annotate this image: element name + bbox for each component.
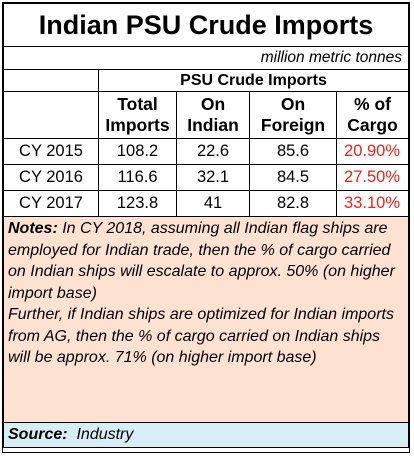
cell-total: 116.6: [98, 164, 177, 191]
notes-box: Notes: In CY 2018, assuming all Indian f…: [3, 216, 409, 423]
column-header-foreign: On Foreign: [249, 91, 337, 139]
row-label: CY 2017: [3, 190, 99, 217]
table-row: CY 2016 116.6 32.1 84.5 27.50%: [3, 164, 409, 191]
column-header-pct: % of Cargo: [336, 91, 409, 139]
subtitle-spacer: [3, 69, 99, 92]
cell-foreign: 84.5: [249, 164, 337, 191]
units-label: million metric tonnes: [3, 46, 409, 70]
table-row: CY 2015 108.2 22.6 85.6 20.90%: [3, 138, 409, 165]
row-label: CY 2016: [3, 164, 99, 191]
cell-indian: 32.1: [176, 164, 250, 191]
cell-indian: 22.6: [176, 138, 250, 165]
cell-pct: 20.90%: [336, 138, 409, 165]
table-frame: Indian PSU Crude Imports million metric …: [2, 2, 410, 453]
cell-pct: 33.10%: [336, 190, 409, 217]
cell-indian: 41: [176, 190, 250, 217]
source-label: Source:: [8, 426, 68, 443]
cell-pct: 27.50%: [336, 164, 409, 191]
row-label: CY 2015: [3, 138, 99, 165]
cell-total: 108.2: [98, 138, 177, 165]
column-header-total: Total Imports: [98, 91, 177, 139]
notes-text-1: In CY 2018, assuming all Indian flag shi…: [8, 220, 395, 302]
column-header-indian: On Indian: [176, 91, 250, 139]
table-row: CY 2017 123.8 41 82.8 33.10%: [3, 190, 409, 217]
crude-imports-table: Indian PSU Crude Imports million metric …: [3, 3, 409, 448]
notes-text-2: Further, if Indian ships are optimized f…: [8, 306, 394, 366]
table-title: Indian PSU Crude Imports: [3, 3, 409, 47]
header-spacer: [3, 91, 99, 139]
source-box: Source: Industry: [3, 422, 409, 448]
cell-foreign: 82.8: [249, 190, 337, 217]
source-value: Industry: [76, 426, 134, 443]
cell-total: 123.8: [98, 190, 177, 217]
table-subtitle: PSU Crude Imports: [98, 69, 409, 92]
notes-label: Notes:: [8, 220, 58, 237]
cell-foreign: 85.6: [249, 138, 337, 165]
